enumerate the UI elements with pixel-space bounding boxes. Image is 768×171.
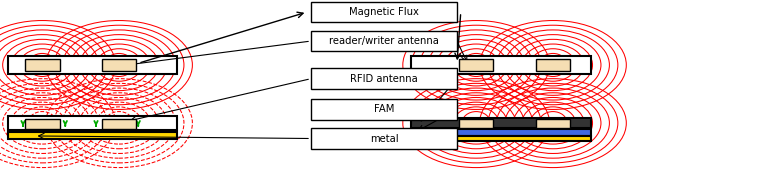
Bar (311, 99, 457, 120)
Bar (8, 116, 177, 130)
Bar (411, 136, 591, 141)
Text: metal: metal (369, 134, 399, 143)
Text: Magnetic Flux: Magnetic Flux (349, 7, 419, 17)
Bar (458, 59, 494, 71)
Bar (8, 132, 177, 139)
Bar (311, 2, 457, 22)
Bar (536, 59, 571, 71)
Bar (411, 118, 591, 128)
Bar (101, 119, 137, 129)
Bar (25, 119, 60, 129)
Bar (101, 59, 137, 71)
Bar (311, 68, 457, 89)
Bar (536, 119, 571, 128)
Bar (25, 59, 60, 71)
Bar (411, 129, 591, 136)
Bar (8, 56, 177, 74)
Text: FAM: FAM (374, 104, 394, 114)
Text: RFID antenna: RFID antenna (350, 74, 418, 84)
Text: reader/writer antenna: reader/writer antenna (329, 36, 439, 46)
Bar (458, 119, 494, 128)
Bar (311, 128, 457, 149)
Bar (311, 31, 457, 51)
Bar (411, 56, 591, 74)
